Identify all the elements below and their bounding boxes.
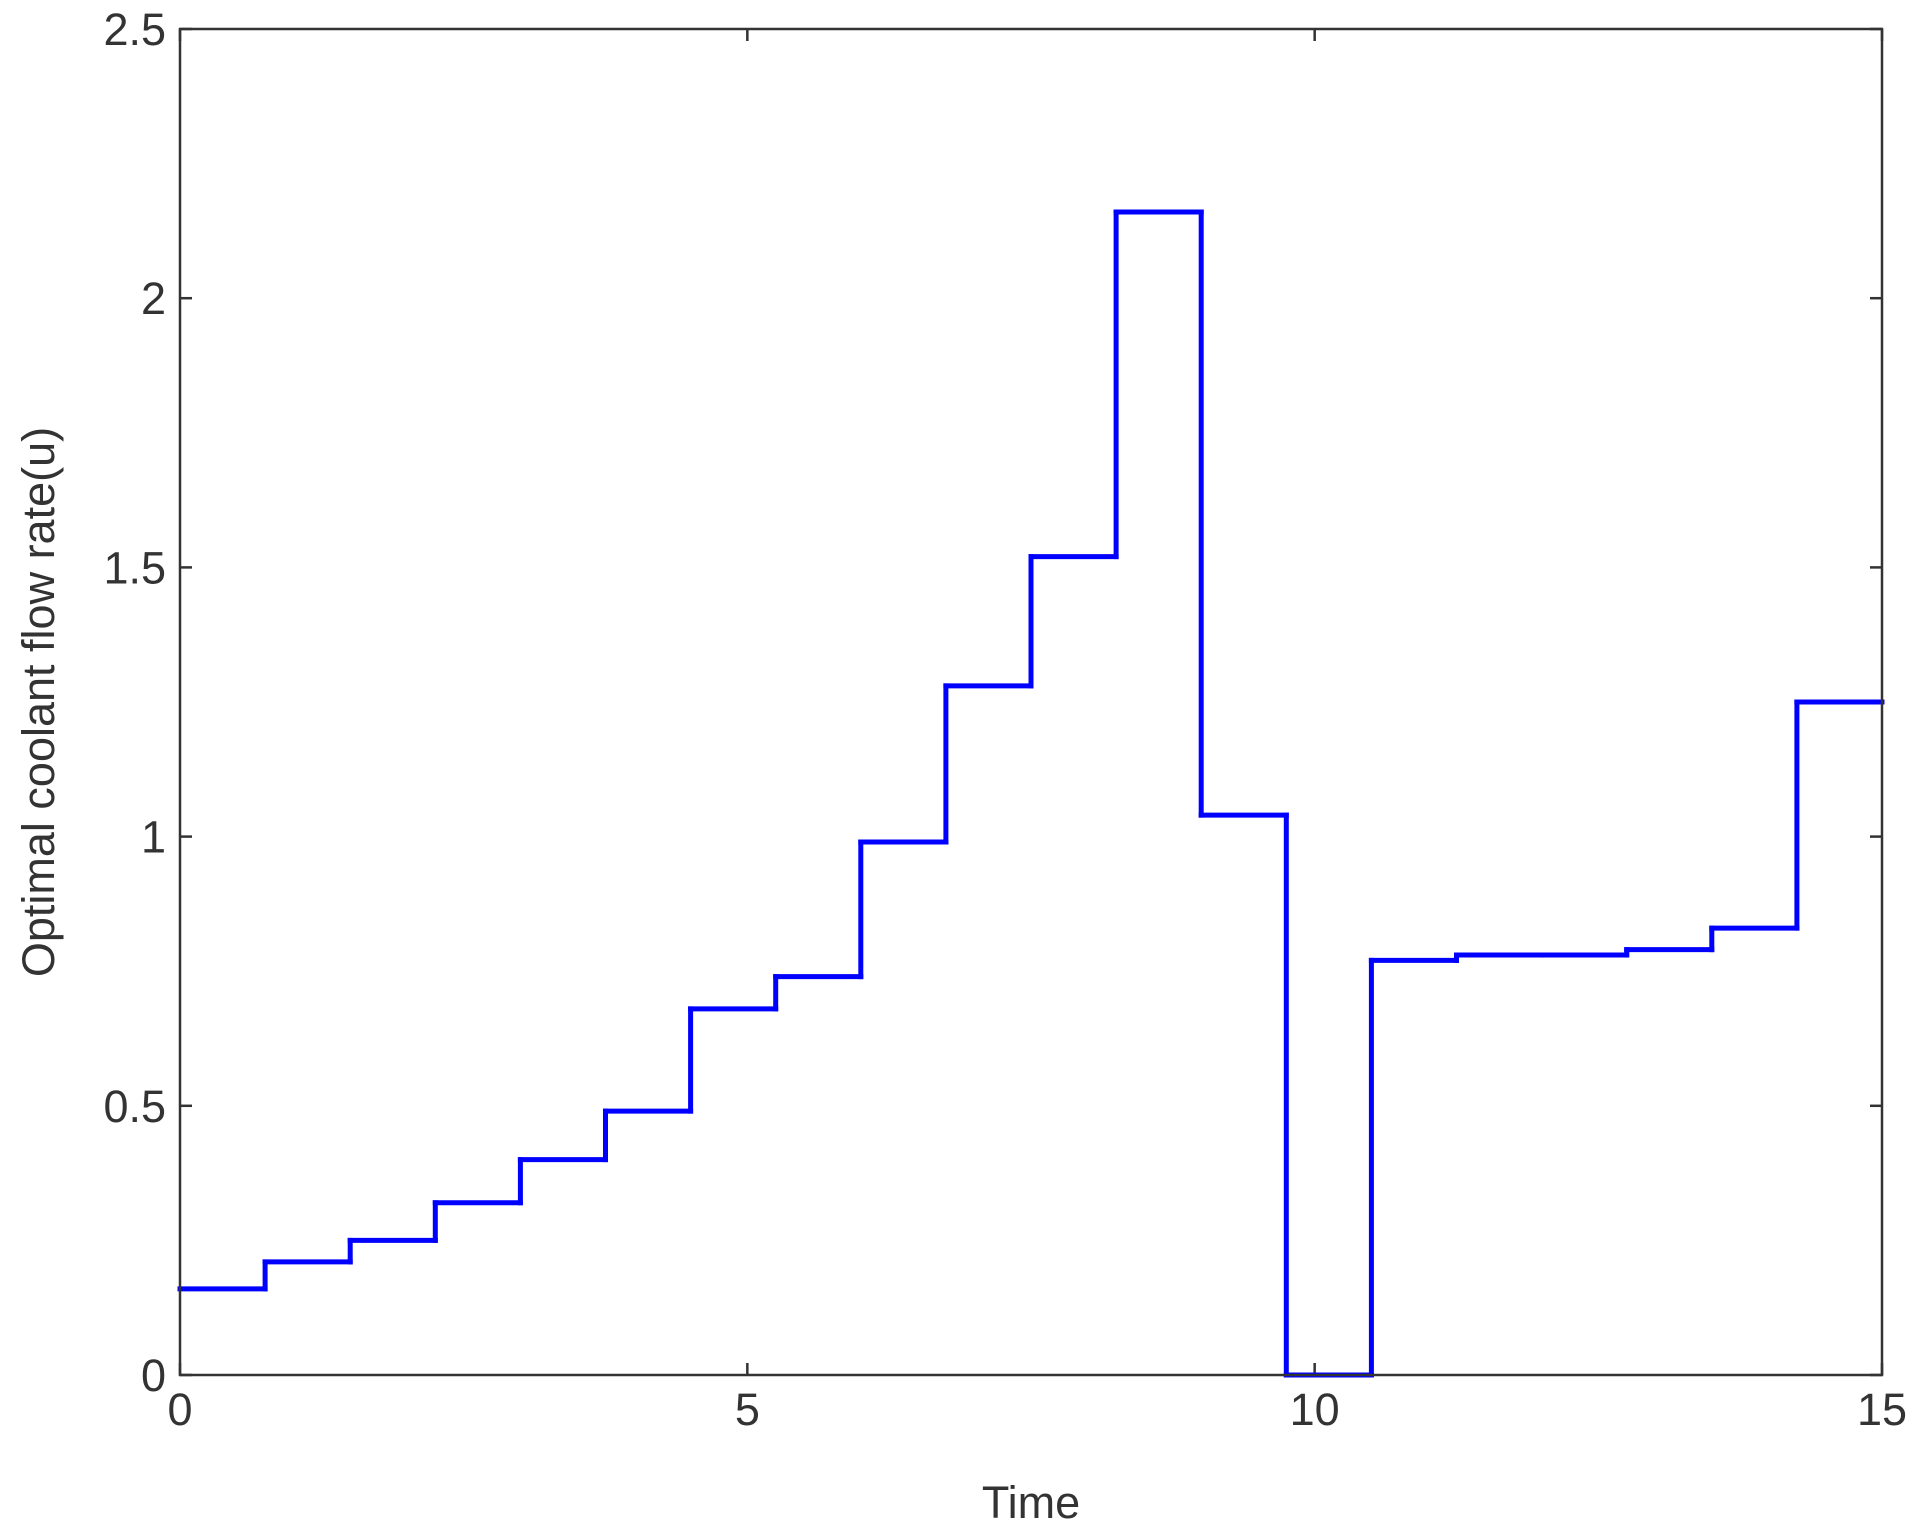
x-axis-label: Time [982, 1477, 1080, 1528]
y-axis-label: Optimal coolant flow rate(u) [13, 427, 64, 977]
x-tick-label: 0 [167, 1384, 192, 1435]
x-tick-label: 15 [1857, 1384, 1907, 1435]
y-tick-label: 2.5 [103, 4, 166, 55]
y-tick-label: 1.5 [103, 542, 166, 593]
y-tick-label: 2 [141, 273, 166, 324]
x-tick-label: 10 [1290, 1384, 1340, 1435]
x-tick-label: 5 [735, 1384, 760, 1435]
y-tick-label: 1 [141, 812, 166, 863]
y-tick-label: 0 [141, 1350, 166, 1401]
plot-frame [178, 27, 1884, 1377]
y-tick-label: 0.5 [103, 1081, 166, 1132]
